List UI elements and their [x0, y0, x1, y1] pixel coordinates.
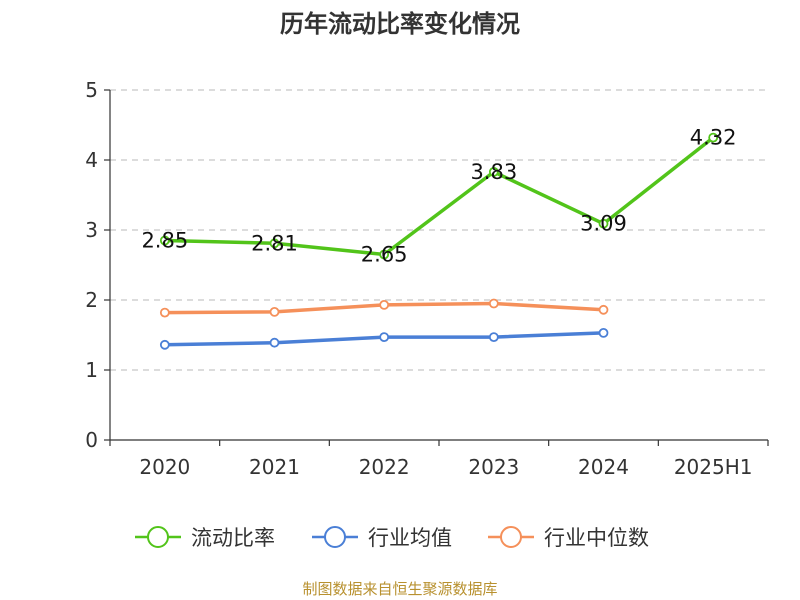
y-tick-label: 5 — [85, 78, 98, 102]
data-point[interactable] — [159, 307, 170, 318]
data-label: 3.83 — [470, 160, 517, 184]
data-point[interactable] — [159, 235, 170, 246]
data-point[interactable] — [379, 249, 390, 260]
x-tick-label: 2022 — [359, 455, 410, 479]
series-line — [164, 136, 715, 257]
grid-layer — [110, 89, 768, 371]
data-point[interactable] — [379, 332, 390, 343]
data-label: 4.32 — [690, 126, 737, 150]
data-point[interactable] — [488, 332, 499, 343]
x-tick-label: 2021 — [249, 455, 300, 479]
data-label: 3.09 — [580, 212, 627, 236]
x-tick-label: 2020 — [139, 455, 190, 479]
data-point[interactable] — [159, 339, 170, 350]
chart-title: 历年流动比率变化情况 — [280, 10, 520, 38]
data-point[interactable] — [488, 298, 499, 309]
data-point[interactable] — [269, 337, 280, 348]
legend-marker — [147, 526, 169, 548]
legend-item[interactable]: 行业均值 — [312, 526, 452, 550]
data-label: 2.85 — [141, 229, 188, 253]
y-tick-label: 0 — [85, 428, 98, 452]
axis-layer: 0 1 2 3 4 5 2020 2021 2022 2023 2024 2025H1 — [85, 78, 769, 479]
data-label: 2.81 — [251, 231, 298, 255]
legend-label: 行业均值 — [368, 526, 452, 550]
x-tick-label: 2024 — [578, 455, 629, 479]
x-tick-label: 2025H1 — [674, 455, 753, 479]
legend[interactable]: 流动比率 行业均值 行业中位数 — [135, 526, 649, 550]
y-tick-label: 2 — [85, 288, 98, 312]
legend-label: 行业中位数 — [544, 526, 649, 550]
source-note: 制图数据来自恒生聚源数据库 — [302, 580, 498, 598]
series-layer — [159, 132, 719, 350]
legend-item[interactable]: 流动比率 — [135, 526, 275, 550]
data-point[interactable] — [269, 306, 280, 317]
y-tick-label: 1 — [85, 358, 98, 382]
data-label: 2.65 — [361, 243, 408, 267]
data-point[interactable] — [708, 132, 719, 143]
y-tick-label: 3 — [85, 218, 98, 242]
data-point[interactable] — [598, 327, 609, 338]
legend-marker — [500, 526, 522, 548]
data-point[interactable] — [598, 218, 609, 229]
data-point[interactable] — [488, 166, 499, 177]
legend-marker — [324, 526, 346, 548]
legend-item[interactable]: 行业中位数 — [488, 526, 649, 550]
legend-label: 流动比率 — [191, 526, 275, 550]
data-point[interactable] — [379, 299, 390, 310]
label-layer: 2.85 2.81 2.65 3.83 3.09 4.32 — [141, 126, 736, 267]
x-tick-label: 2023 — [468, 455, 519, 479]
y-tick-label: 4 — [85, 148, 98, 172]
data-point[interactable] — [269, 238, 280, 249]
data-point[interactable] — [598, 304, 609, 315]
